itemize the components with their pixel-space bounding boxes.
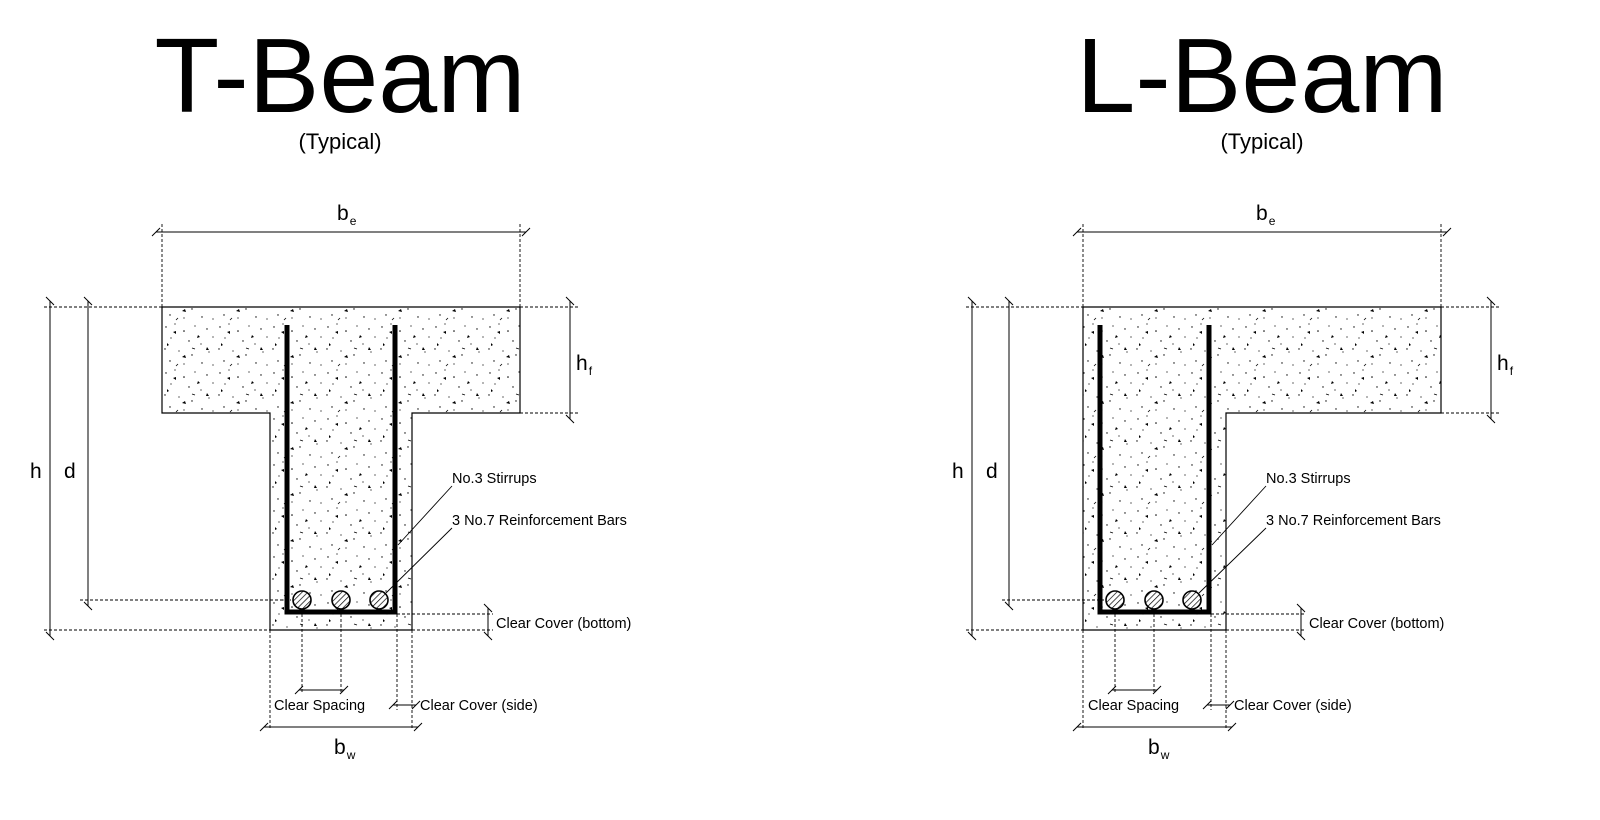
l-beam-be-dimension: be xyxy=(1072,202,1452,307)
t-beam-rebar-2 xyxy=(331,590,351,610)
t-beam-d-label: d xyxy=(64,460,76,483)
l-beam-stirrups-callout: No.3 Stirrups xyxy=(1211,471,1351,546)
t-beam-bw-label: bw xyxy=(334,736,356,762)
l-beam-hf-dimension: hf xyxy=(1441,296,1514,424)
t-beam-diagram: T-Beam (Typical) be hf h xyxy=(30,17,631,762)
l-beam-d-dimension: d xyxy=(986,296,1104,611)
t-beam-hf-label: hf xyxy=(576,352,593,378)
l-beam-h-label: h xyxy=(952,460,964,483)
t-beam-cover-side-label: Clear Cover (side) xyxy=(420,698,538,714)
t-beam-stirrups-label: No.3 Stirrups xyxy=(452,471,537,487)
t-beam-clear-spacing-dimension: Clear Spacing xyxy=(274,685,365,714)
l-beam-clear-spacing-dimension: Clear Spacing xyxy=(1088,685,1179,714)
l-beam-cover-side-dimension: Clear Cover (side) xyxy=(1202,698,1352,714)
t-beam-title: T-Beam xyxy=(154,17,525,135)
l-beam-clear-spacing-label: Clear Spacing xyxy=(1088,698,1179,714)
t-beam-cover-bottom-label: Clear Cover (bottom) xyxy=(496,616,631,632)
t-beam-clear-spacing-label: Clear Spacing xyxy=(274,698,365,714)
t-beam-bars-callout: 3 No.7 Reinforcement Bars xyxy=(385,513,627,594)
t-beam-d-dimension: d xyxy=(64,296,291,611)
l-beam-bw-label: bw xyxy=(1148,736,1170,762)
t-beam-hf-dimension: hf xyxy=(520,296,593,424)
l-beam-h-dimension: h xyxy=(952,296,1083,641)
t-beam-be-dimension: be xyxy=(151,202,531,307)
l-beam-diagram: L-Beam (Typical) be hf h xyxy=(952,17,1514,762)
t-beam-rebar-3 xyxy=(369,590,389,610)
l-beam-be-label: be xyxy=(1256,202,1276,228)
l-beam-hf-label: hf xyxy=(1497,352,1514,378)
t-beam-h-label: h xyxy=(30,460,42,483)
t-beam-h-dimension: h xyxy=(30,296,270,641)
l-beam-cover-bottom-label: Clear Cover (bottom) xyxy=(1309,616,1444,632)
l-beam-rebar-1 xyxy=(1105,590,1125,610)
l-beam-bw-dimension: bw xyxy=(1072,722,1237,762)
l-beam-bars-callout: 3 No.7 Reinforcement Bars xyxy=(1198,513,1441,594)
l-beam-bars-label: 3 No.7 Reinforcement Bars xyxy=(1266,513,1441,529)
t-beam-bw-dimension: bw xyxy=(259,722,423,762)
t-beam-stirrups-callout: No.3 Stirrups xyxy=(397,471,537,546)
l-beam-cover-side-label: Clear Cover (side) xyxy=(1234,698,1352,714)
t-beam-be-label: be xyxy=(337,202,357,228)
t-beam-concrete-section xyxy=(161,306,521,631)
t-beam-bars-label: 3 No.7 Reinforcement Bars xyxy=(452,513,627,529)
l-beam-concrete-section xyxy=(1082,306,1442,631)
t-beam-rebar-1 xyxy=(292,590,312,610)
l-beam-d-label: d xyxy=(986,460,998,483)
l-beam-title: L-Beam xyxy=(1076,17,1447,135)
l-beam-stirrups-label: No.3 Stirrups xyxy=(1266,471,1351,487)
l-beam-cover-bottom-dimension: Clear Cover (bottom) xyxy=(1211,603,1444,641)
l-beam-rebar-2 xyxy=(1144,590,1164,610)
l-beam-subtitle: (Typical) xyxy=(1220,129,1303,154)
t-beam-cover-side-dimension: Clear Cover (side) xyxy=(388,698,538,714)
l-beam-stirrup xyxy=(1097,325,1212,615)
t-beam-subtitle: (Typical) xyxy=(298,129,381,154)
l-beam-rebar-3 xyxy=(1182,590,1202,610)
t-beam-cover-bottom-dimension: Clear Cover (bottom) xyxy=(397,603,631,641)
